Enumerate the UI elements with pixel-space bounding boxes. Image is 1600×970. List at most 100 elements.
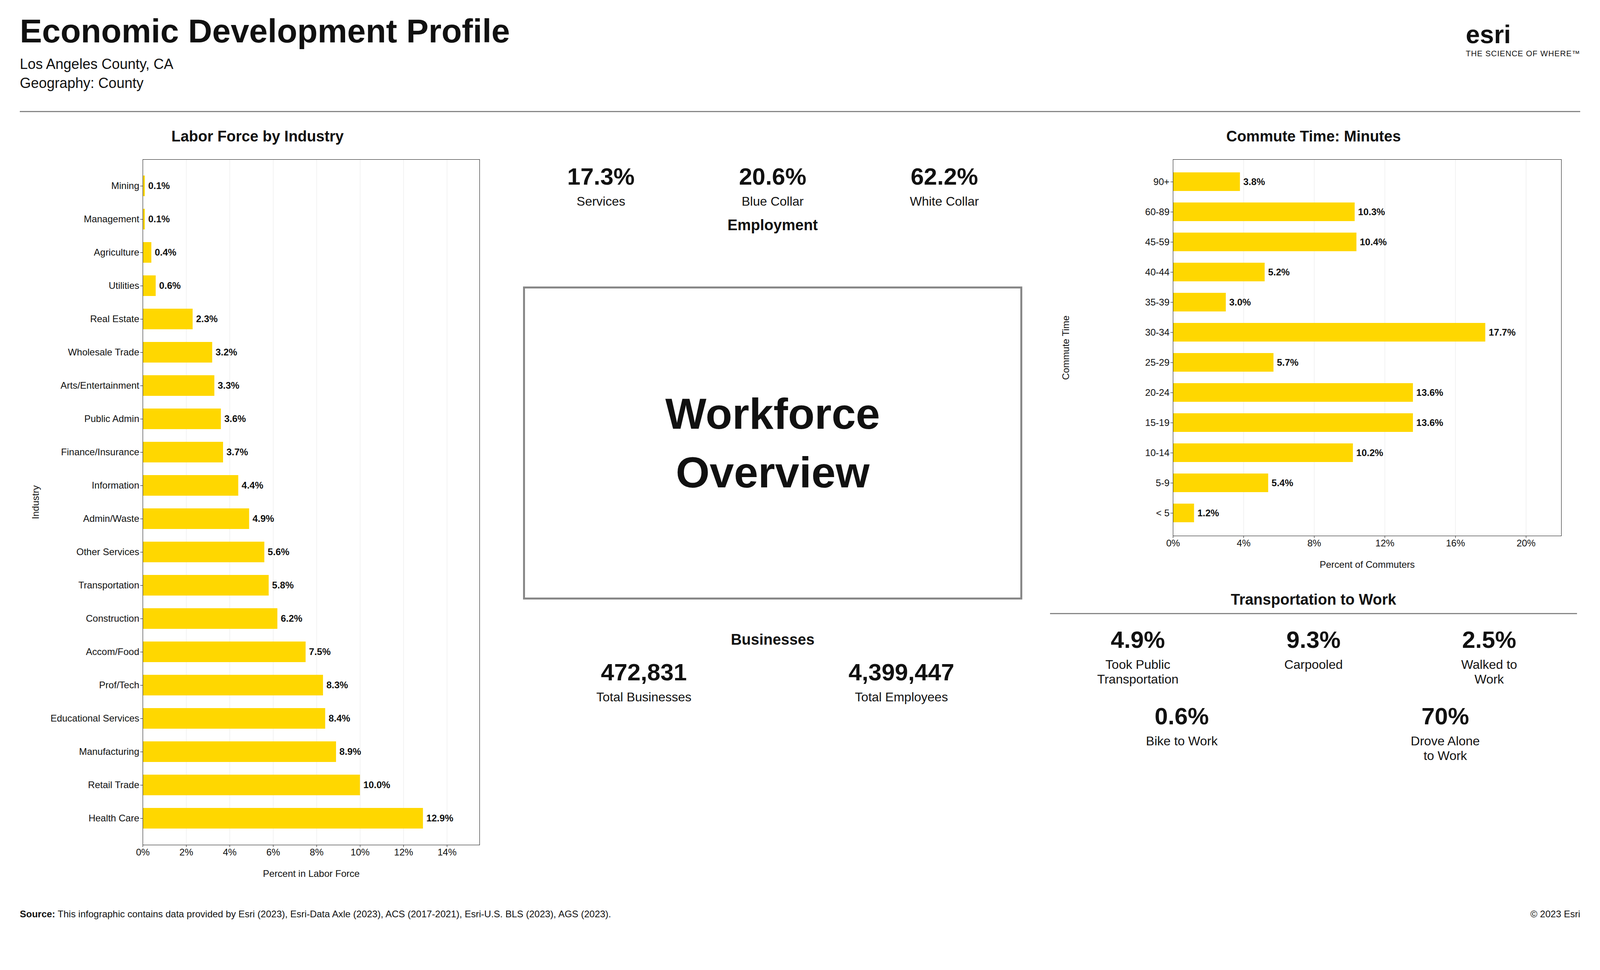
svg-text:Retail Trade: Retail Trade (87, 779, 140, 791)
svg-text:15-19: 15-19 (1145, 417, 1170, 428)
svg-text:16%: 16% (1445, 537, 1465, 549)
html-text:Drove Alone to Work: Drove Alone to Work (1410, 733, 1480, 763)
svg-text:3.2%: 3.2% (215, 346, 238, 358)
svg-text:25-29: 25-29 (1145, 357, 1170, 368)
html-text:Walked to Work: Walked to Work (1461, 657, 1518, 687)
svg-text:Utilities: Utilities (108, 280, 140, 291)
svg-text:1.2%: 1.2% (1197, 507, 1220, 519)
html-text:62.2%: 62.2% (910, 163, 979, 190)
html-text:0.6%: 0.6% (1154, 702, 1209, 730)
svg-text:8%: 8% (1307, 537, 1322, 549)
svg-text:Percent in Labor Force: Percent in Labor Force (262, 868, 360, 879)
svg-text:3.7%: 3.7% (226, 446, 249, 458)
html-text:Took Public Transportation: Took Public Transportation (1097, 657, 1179, 687)
svg-text:20-24: 20-24 (1145, 387, 1170, 398)
svg-text:0.1%: 0.1% (148, 213, 170, 225)
svg-text:Admin/Waste: Admin/Waste (83, 513, 140, 524)
svg-text:0.1%: 0.1% (148, 180, 170, 191)
svg-text:Commute Time: Commute Time (1060, 315, 1072, 380)
svg-text:4.9%: 4.9% (252, 513, 275, 524)
svg-text:Information: Information (91, 479, 140, 491)
svg-text:6%: 6% (266, 846, 281, 858)
svg-text:Real Estate: Real Estate (89, 313, 140, 325)
svg-text:0.4%: 0.4% (154, 246, 177, 258)
svg-text:3.3%: 3.3% (217, 379, 240, 391)
html-text:Los Angeles County, CA: Los Angeles County, CA (19, 55, 174, 73)
svg-text:14%: 14% (437, 846, 457, 858)
svg-text:0%: 0% (1166, 537, 1180, 549)
svg-text:2%: 2% (179, 846, 194, 858)
html-text:2.5%: 2.5% (1462, 626, 1517, 653)
svg-text:6.2%: 6.2% (280, 612, 303, 624)
svg-text:Arts/Entertainment: Arts/Entertainment (60, 379, 140, 391)
html-text:20.6%: 20.6% (738, 163, 807, 190)
svg-text:5.2%: 5.2% (1267, 266, 1290, 278)
svg-text:5.7%: 5.7% (1276, 357, 1299, 368)
svg-text:8%: 8% (309, 846, 324, 858)
svg-text:4%: 4% (223, 846, 237, 858)
svg-text:60-89: 60-89 (1145, 206, 1170, 218)
html-text:4.9%: 4.9% (1110, 626, 1165, 653)
svg-text:10.3%: 10.3% (1357, 206, 1385, 218)
svg-text:4.4%: 4.4% (241, 479, 264, 491)
svg-text:10-14: 10-14 (1145, 447, 1170, 459)
svg-text:10.2%: 10.2% (1356, 447, 1384, 459)
svg-text:5.6%: 5.6% (267, 546, 290, 558)
svg-text:12%: 12% (394, 846, 414, 858)
svg-text:Manufacturing: Manufacturing (78, 746, 140, 757)
svg-text:17.7%: 17.7% (1488, 326, 1516, 338)
html-text:472,831: 472,831 (600, 658, 687, 686)
html-text:Overview: Overview (675, 447, 870, 497)
svg-text:Agriculture: Agriculture (93, 246, 140, 258)
html-text:70%: 70% (1421, 702, 1470, 730)
svg-text:13.6%: 13.6% (1416, 417, 1444, 428)
svg-text:Public Admin: Public Admin (84, 413, 140, 424)
svg-text:3.6%: 3.6% (224, 413, 247, 424)
svg-text:< 5: < 5 (1155, 507, 1170, 519)
html-text:Workforce: Workforce (665, 388, 881, 438)
html-text:esri: esri (1465, 20, 1511, 49)
svg-text:0.6%: 0.6% (158, 280, 181, 291)
svg-text:Prof/Tech: Prof/Tech (99, 679, 140, 691)
svg-text:Educational Services: Educational Services (50, 712, 140, 724)
svg-text:Management: Management (83, 213, 140, 225)
svg-text:Other Services: Other Services (76, 546, 140, 558)
svg-text:Wholesale Trade: Wholesale Trade (67, 346, 140, 358)
svg-text:12.9%: 12.9% (426, 812, 454, 824)
svg-text:20%: 20% (1516, 537, 1536, 549)
svg-text:30-34: 30-34 (1145, 326, 1170, 338)
svg-text:10%: 10% (350, 846, 370, 858)
svg-text:3.0%: 3.0% (1229, 296, 1251, 308)
html-text:Economic Development Profile: Economic Development Profile (19, 12, 510, 50)
svg-text:Mining: Mining (111, 180, 140, 191)
html-text:9.3%: 9.3% (1286, 626, 1341, 653)
svg-text:Transportation: Transportation (78, 579, 140, 591)
svg-text:35-39: 35-39 (1145, 296, 1170, 308)
svg-text:10.0%: 10.0% (363, 779, 391, 791)
svg-text:Finance/Insurance: Finance/Insurance (61, 446, 140, 458)
svg-text:5-9: 5-9 (1155, 477, 1170, 489)
svg-text:3.8%: 3.8% (1243, 176, 1266, 188)
svg-text:40-44: 40-44 (1145, 266, 1170, 278)
svg-text:0%: 0% (135, 846, 150, 858)
svg-text:13.6%: 13.6% (1416, 387, 1444, 398)
svg-text:5.4%: 5.4% (1271, 477, 1294, 489)
svg-text:Accom/Food: Accom/Food (85, 646, 140, 657)
svg-text:8.9%: 8.9% (339, 746, 362, 757)
html-text:4,399,447: 4,399,447 (848, 658, 955, 686)
svg-text:2.3%: 2.3% (196, 313, 218, 325)
svg-text:10.4%: 10.4% (1359, 236, 1387, 248)
svg-text:12%: 12% (1375, 537, 1395, 549)
svg-text:8.4%: 8.4% (328, 712, 351, 724)
svg-text:Industry: Industry (30, 485, 41, 520)
svg-text:Health Care: Health Care (88, 812, 140, 824)
svg-text:Construction: Construction (85, 612, 140, 624)
svg-text:4%: 4% (1236, 537, 1251, 549)
html-text:17.3%: 17.3% (567, 163, 635, 190)
svg-text:Percent of Commuters: Percent of Commuters (1319, 559, 1415, 570)
svg-text:45-59: 45-59 (1145, 236, 1170, 248)
svg-text:5.8%: 5.8% (272, 579, 295, 591)
svg-text:8.3%: 8.3% (326, 679, 349, 691)
svg-text:90+: 90+ (1153, 176, 1170, 188)
svg-text:7.5%: 7.5% (309, 646, 331, 657)
